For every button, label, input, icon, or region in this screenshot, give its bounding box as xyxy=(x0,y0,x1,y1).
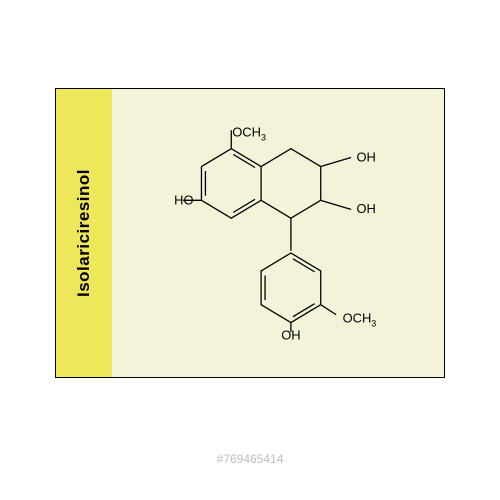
svg-text:OH: OH xyxy=(357,150,376,165)
svg-text:OH: OH xyxy=(281,327,300,342)
svg-text:HO: HO xyxy=(174,192,193,207)
compound-name: Isolariciresinol xyxy=(74,169,94,297)
watermark-id: #769465414 xyxy=(217,452,284,466)
chemical-structure: OCH3 HO OH OH OCH3 OH xyxy=(112,89,444,377)
diagram-card: Isolariciresinol OCH3 HO OH OH OCH3 OH xyxy=(55,88,445,378)
svg-text:OH: OH xyxy=(357,201,376,216)
sidebar: Isolariciresinol xyxy=(56,89,112,377)
svg-text:OCH3: OCH3 xyxy=(343,311,377,329)
structure-panel: OCH3 HO OH OH OCH3 OH xyxy=(112,89,444,377)
svg-text:OCH3: OCH3 xyxy=(232,125,266,143)
